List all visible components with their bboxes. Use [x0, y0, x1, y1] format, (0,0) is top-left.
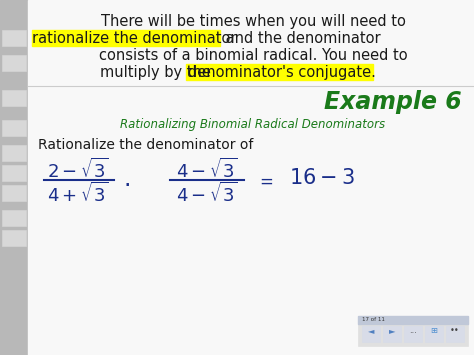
- Text: Example 6: Example 6: [324, 90, 462, 114]
- Text: and the denominator: and the denominator: [221, 31, 381, 46]
- Bar: [2, 230, 26, 246]
- Bar: [362, 326, 380, 342]
- Bar: [358, 316, 468, 346]
- Bar: [186, 64, 373, 80]
- Text: ◄: ◄: [368, 326, 374, 335]
- Text: There will be times when you will need to: There will be times when you will need t…: [100, 14, 405, 29]
- Text: $\cdot$: $\cdot$: [123, 172, 129, 196]
- Text: multiply by the: multiply by the: [100, 65, 216, 80]
- Bar: [383, 326, 401, 342]
- Bar: [2, 120, 26, 136]
- Text: ••: ••: [450, 326, 460, 335]
- Text: rationalize the denominator: rationalize the denominator: [32, 31, 237, 46]
- Text: $=$: $=$: [256, 172, 273, 190]
- Text: consists of a binomial radical. You need to: consists of a binomial radical. You need…: [99, 48, 407, 63]
- Bar: [446, 326, 464, 342]
- Bar: [2, 185, 26, 201]
- Text: ►: ►: [389, 326, 395, 335]
- Text: $4-\sqrt{3}$: $4-\sqrt{3}$: [176, 158, 238, 182]
- Text: $2-\sqrt{3}$: $2-\sqrt{3}$: [47, 158, 109, 182]
- Text: $16-3$: $16-3$: [289, 168, 355, 188]
- Text: Rationalize the denominator of: Rationalize the denominator of: [38, 138, 254, 152]
- Text: $4+\sqrt{3}$: $4+\sqrt{3}$: [47, 182, 109, 206]
- Text: 17 of 11: 17 of 11: [362, 317, 385, 322]
- Bar: [2, 145, 26, 161]
- Text: denominator's conjugate.: denominator's conjugate.: [188, 65, 376, 80]
- Text: ...: ...: [409, 326, 417, 335]
- Text: ⊞: ⊞: [430, 326, 438, 335]
- Bar: [2, 55, 26, 71]
- Text: Rationalizing Binomial Radical Denominators: Rationalizing Binomial Radical Denominat…: [120, 118, 385, 131]
- Bar: [425, 326, 443, 342]
- Bar: [404, 326, 422, 342]
- Bar: [2, 90, 26, 106]
- Bar: [2, 165, 26, 181]
- Bar: [358, 316, 468, 324]
- Bar: [2, 210, 26, 226]
- Bar: [0, 0, 28, 355]
- Bar: [2, 30, 26, 46]
- Bar: [32, 30, 220, 46]
- Text: $4-\sqrt{3}$: $4-\sqrt{3}$: [176, 182, 238, 206]
